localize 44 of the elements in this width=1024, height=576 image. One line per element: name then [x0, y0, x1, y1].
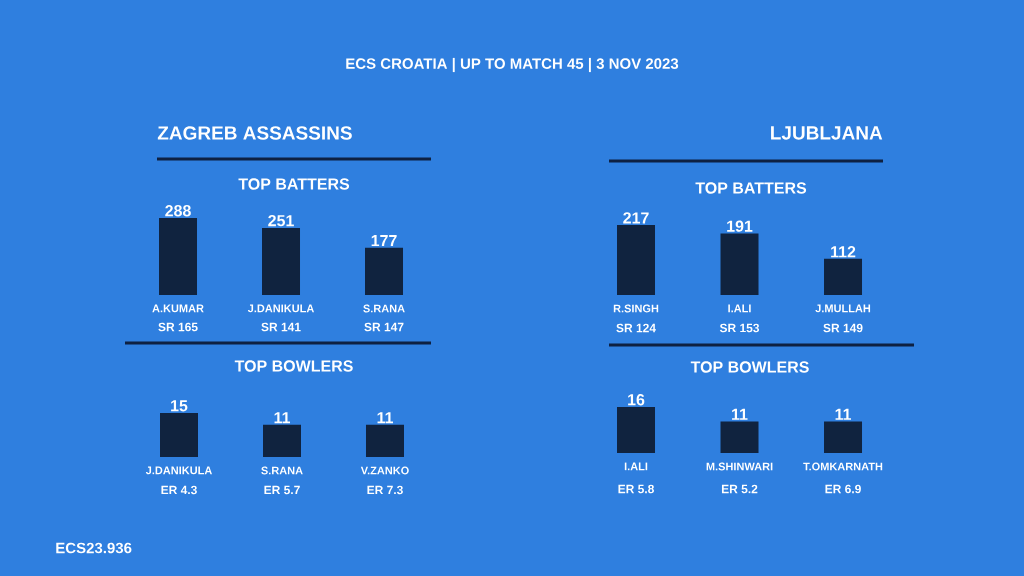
x-tick-label: I.ALI: [728, 304, 751, 313]
text: ECS CROATIA | UP TO MATCH 45 | 3 NOV 2023: [346, 57, 679, 73]
text: ER 5.2: [721, 484, 758, 494]
text: ER 4.3: [161, 485, 197, 495]
text: SR 141: [261, 322, 301, 332]
data-label: 11: [732, 408, 748, 420]
chart-subtitle: TOP BATTERS: [695, 182, 807, 194]
data-label: 191: [727, 220, 753, 232]
data-label: 11: [835, 408, 852, 420]
x-tick-label: T.OMKARNATH: [803, 462, 883, 471]
x-tick-label: R.SINGH: [613, 304, 659, 313]
text: SR 165: [158, 322, 198, 332]
data-label: 251: [268, 214, 294, 227]
text: ER 6.9: [825, 484, 861, 494]
data-label: 11: [274, 412, 290, 424]
x-tick-label: I.ALI: [624, 462, 648, 471]
text: SR 124: [616, 323, 656, 333]
text: ER 5.7: [264, 485, 300, 495]
x-tick-label: A.KUMAR: [152, 304, 204, 313]
x-tick-label: S.RANA: [261, 466, 303, 475]
x-tick-label: J.MULLAH: [815, 304, 871, 313]
x-tick-label: J.DANIKULA: [145, 466, 213, 475]
data-label: 15: [171, 400, 188, 412]
text: ER 5.8: [618, 484, 654, 494]
text: SR 153: [719, 323, 760, 333]
chart-title: TOP BOWLERS: [690, 361, 809, 373]
data-label: 177: [371, 235, 397, 247]
data-label: 288: [165, 205, 191, 217]
chart-subtitle: TOP BATTERS: [238, 178, 350, 190]
x-tick-label: V.ZANKO: [360, 466, 409, 475]
data-label: 11: [377, 412, 393, 424]
text: ER 7.3: [367, 485, 403, 495]
x-tick-label: S.RANA: [363, 304, 405, 313]
chart-title: LJUBLJANA: [771, 126, 883, 140]
text: SR 149: [823, 323, 863, 333]
chart-title: ZAGREB ASSASSINS: [157, 126, 352, 140]
data-label: 217: [623, 212, 649, 224]
chart-title: TOP BOWLERS: [234, 360, 353, 372]
data-label: 16: [628, 394, 645, 406]
x-tick-label: M.SHINWARI: [706, 462, 773, 471]
text: SR 147: [364, 322, 404, 332]
data-label: 112: [831, 246, 856, 258]
text: ECS23.936: [56, 542, 132, 554]
x-tick-label: J.DANIKULA: [247, 304, 315, 313]
